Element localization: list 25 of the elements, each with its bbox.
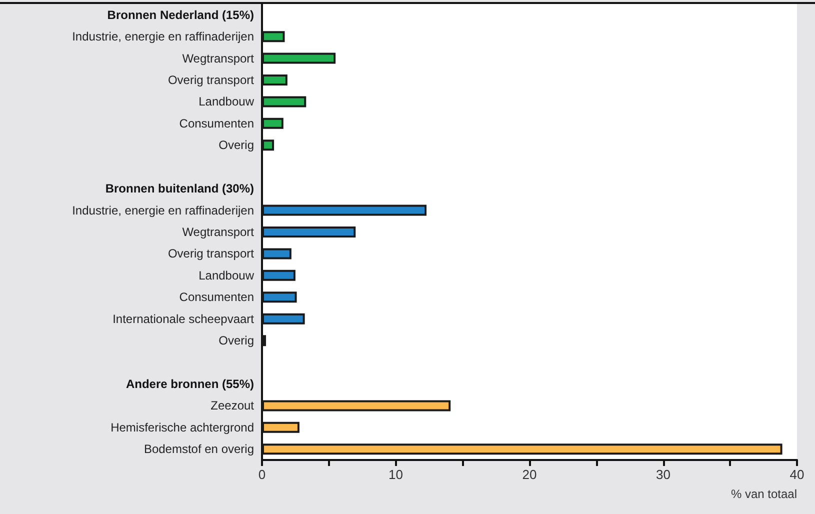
y-tick-label: Industrie, energie en raffinaderijen (72, 203, 254, 218)
y-tick-label: Overig transport (168, 246, 255, 261)
x-tick-label: 10 (388, 467, 403, 482)
x-tick-label: 0 (258, 467, 266, 482)
y-tick-label: Industrie, energie en raffinaderijen (72, 30, 254, 44)
y-tick-label: Overig transport (168, 73, 255, 87)
y-tick-label: Zeezout (210, 398, 255, 413)
y-tick-label: Consumenten (179, 116, 254, 130)
y-tick-label: Hemisferische achtergrond (110, 420, 254, 434)
y-tick-label: Overig (218, 334, 254, 348)
y-tick-label: Overig (218, 138, 254, 152)
y-tick-label: Consumenten (179, 290, 254, 304)
y-tick-label: Bodemstof en overig (144, 442, 254, 456)
y-tick-label: Wegtransport (182, 225, 255, 239)
y-tick-label: Internationale scheepvaart (112, 312, 255, 326)
x-axis-title: % van totaal (730, 487, 797, 501)
x-tick-label: 30 (656, 467, 670, 482)
y-tick-label: Bronnen Nederland (15%) (107, 8, 254, 22)
y-tick-label: Landbouw (198, 268, 254, 282)
y-tick-label: Andere bronnen (55%) (126, 377, 254, 391)
y-tick-label: Landbouw (198, 94, 254, 109)
y-tick-label: Bronnen buitenland (30%) (105, 182, 254, 196)
x-tick-label: 20 (522, 467, 537, 482)
x-tick-label: 40 (790, 467, 804, 482)
y-tick-label: Wegtransport (182, 51, 255, 66)
